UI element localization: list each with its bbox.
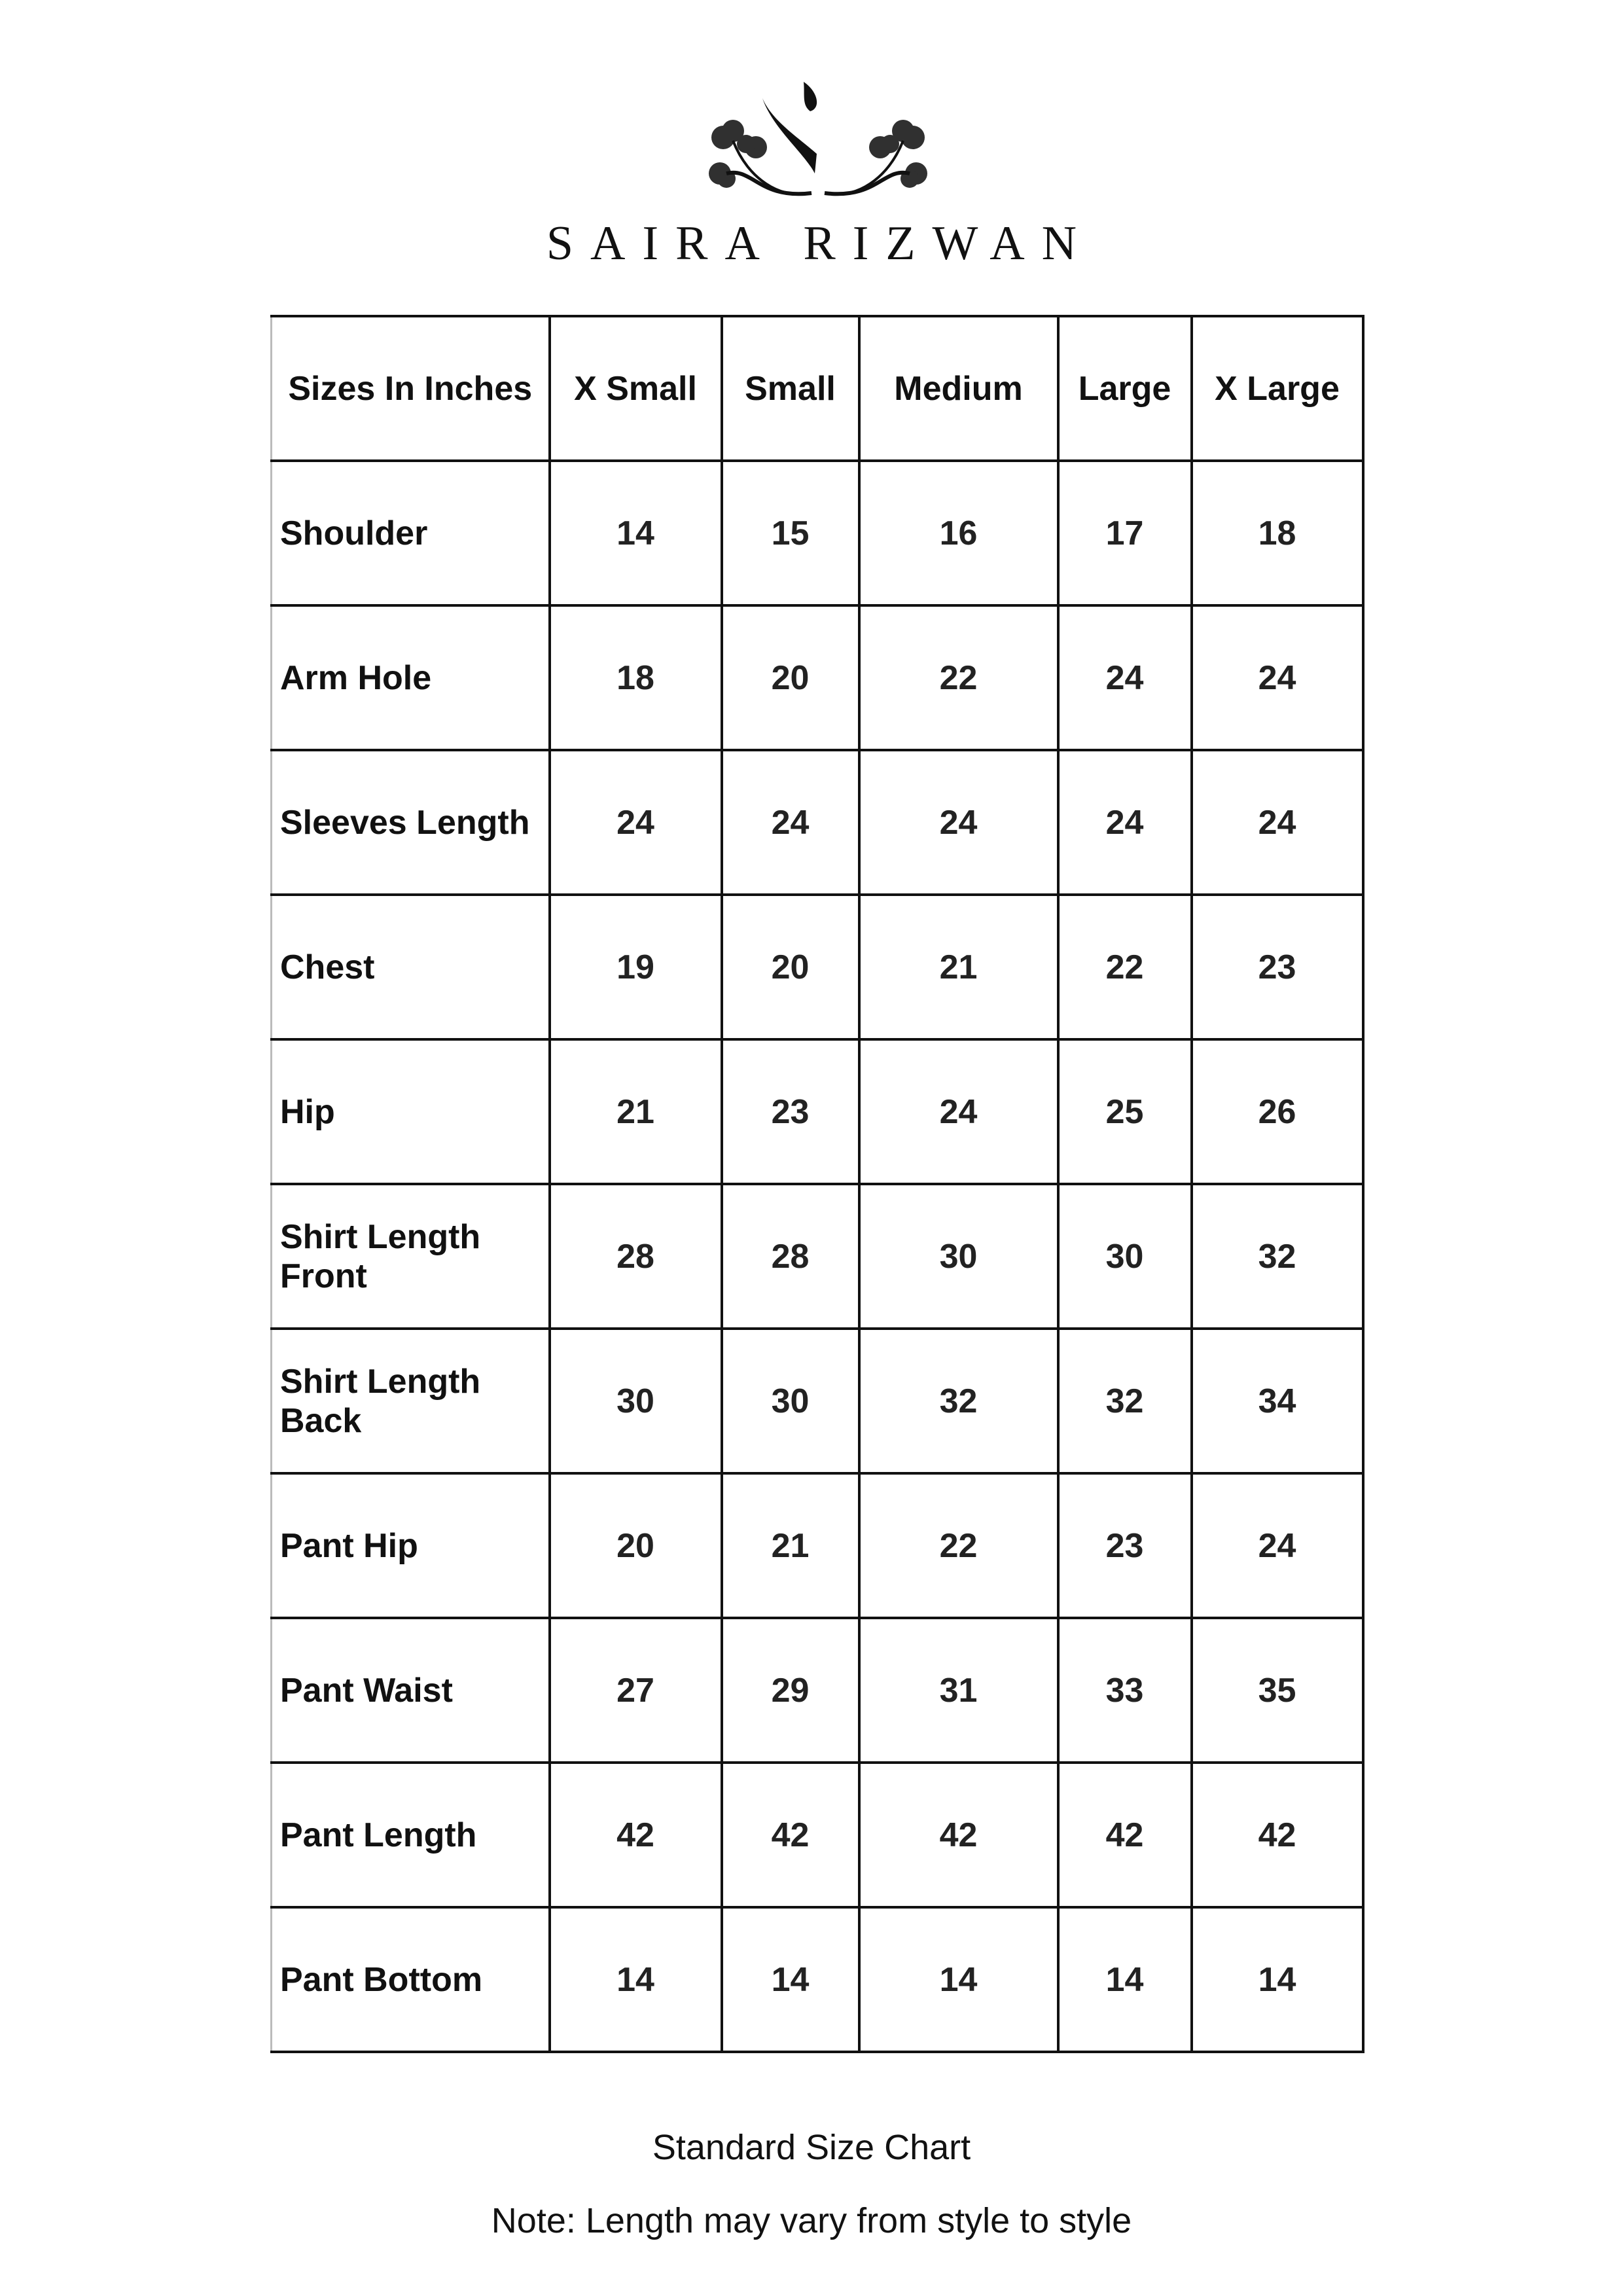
corner-header: Sizes In Inches bbox=[270, 315, 551, 462]
size-value: 25 bbox=[1056, 1038, 1193, 1185]
size-value: 24 bbox=[1056, 749, 1193, 896]
length-note: Note: Length may vary from style to styl… bbox=[491, 2201, 1132, 2240]
size-value: 18 bbox=[1190, 459, 1364, 607]
size-value: 18 bbox=[548, 604, 723, 751]
size-value: 17 bbox=[1056, 459, 1193, 607]
size-value: 14 bbox=[720, 1906, 861, 2053]
size-value: 24 bbox=[857, 1038, 1060, 1185]
size-value: 28 bbox=[548, 1183, 723, 1330]
column-header: Medium bbox=[857, 315, 1060, 462]
size-value: 32 bbox=[1056, 1327, 1193, 1475]
row-label: Shirt Length Back bbox=[270, 1327, 551, 1475]
table-row: Chest 19 20 21 22 23 bbox=[270, 893, 1364, 1041]
size-value: 21 bbox=[720, 1472, 861, 1619]
size-value: 20 bbox=[720, 893, 861, 1041]
row-label: Pant Bottom bbox=[270, 1906, 551, 2053]
size-value: 42 bbox=[1190, 1761, 1364, 1909]
size-value: 31 bbox=[857, 1617, 1060, 1764]
size-value: 22 bbox=[857, 604, 1060, 751]
table-row: Pant Bottom 14 14 14 14 14 bbox=[270, 1906, 1364, 2053]
size-value: 20 bbox=[548, 1472, 723, 1619]
size-value: 14 bbox=[548, 1906, 723, 2053]
size-value: 14 bbox=[857, 1906, 1060, 2053]
brand-name: SAIRA RIZWAN bbox=[546, 217, 1094, 270]
row-label: Sleeves Length bbox=[270, 749, 551, 896]
row-label: Chest bbox=[270, 893, 551, 1041]
size-value: 22 bbox=[857, 1472, 1060, 1619]
size-value: 23 bbox=[1056, 1472, 1193, 1619]
table-row: Hip 21 23 24 25 26 bbox=[270, 1038, 1364, 1185]
size-value: 32 bbox=[857, 1327, 1060, 1475]
column-header: X Small bbox=[548, 315, 723, 462]
size-value: 23 bbox=[1190, 893, 1364, 1041]
size-value: 15 bbox=[720, 459, 861, 607]
size-value: 14 bbox=[1190, 1906, 1364, 2053]
size-value: 33 bbox=[1056, 1617, 1193, 1764]
row-label: Shirt Length Front bbox=[270, 1183, 551, 1330]
size-value: 19 bbox=[548, 893, 723, 1041]
size-value: 42 bbox=[720, 1761, 861, 1909]
table-row: Arm Hole 18 20 22 24 24 bbox=[270, 604, 1364, 751]
size-value: 23 bbox=[720, 1038, 861, 1185]
table-row: Pant Length 42 42 42 42 42 bbox=[270, 1761, 1364, 1909]
brand-logo-icon bbox=[709, 82, 927, 196]
size-value: 34 bbox=[1190, 1327, 1364, 1475]
table-row: Shoulder 14 15 16 17 18 bbox=[270, 459, 1364, 607]
column-header: Large bbox=[1056, 315, 1193, 462]
row-label: Arm Hole bbox=[270, 604, 551, 751]
size-value: 21 bbox=[548, 1038, 723, 1185]
row-label: Pant Hip bbox=[270, 1472, 551, 1619]
size-chart-table: Sizes In Inches X Small Small Medium Lar… bbox=[270, 315, 1364, 2053]
row-label: Shoulder bbox=[270, 459, 551, 607]
size-value: 24 bbox=[548, 749, 723, 896]
table-row: Shirt Length Back 30 30 32 32 34 bbox=[270, 1327, 1364, 1475]
column-header: X Large bbox=[1190, 315, 1364, 462]
column-header: Small bbox=[720, 315, 861, 462]
size-value: 35 bbox=[1190, 1617, 1364, 1764]
chart-caption: Standard Size Chart bbox=[652, 2128, 971, 2167]
size-value: 20 bbox=[720, 604, 861, 751]
table-row: Pant Hip 20 21 22 23 24 bbox=[270, 1472, 1364, 1619]
size-value: 24 bbox=[1190, 1472, 1364, 1619]
size-value: 30 bbox=[720, 1327, 861, 1475]
size-value: 30 bbox=[857, 1183, 1060, 1330]
table-header-row: Sizes In Inches X Small Small Medium Lar… bbox=[270, 315, 1364, 462]
size-value: 24 bbox=[720, 749, 861, 896]
size-value: 42 bbox=[857, 1761, 1060, 1909]
table-row: Shirt Length Front 28 28 30 30 32 bbox=[270, 1183, 1364, 1330]
row-label: Pant Waist bbox=[270, 1617, 551, 1764]
size-value: 27 bbox=[548, 1617, 723, 1764]
size-value: 14 bbox=[1056, 1906, 1193, 2053]
size-value: 24 bbox=[1190, 749, 1364, 896]
size-value: 32 bbox=[1190, 1183, 1364, 1330]
size-value: 24 bbox=[1190, 604, 1364, 751]
row-label: Hip bbox=[270, 1038, 551, 1185]
size-value: 42 bbox=[548, 1761, 723, 1909]
size-value: 24 bbox=[857, 749, 1060, 896]
size-value: 42 bbox=[1056, 1761, 1193, 1909]
row-label: Pant Length bbox=[270, 1761, 551, 1909]
size-value: 29 bbox=[720, 1617, 861, 1764]
size-value: 22 bbox=[1056, 893, 1193, 1041]
size-value: 30 bbox=[548, 1327, 723, 1475]
table-row: Pant Waist 27 29 31 33 35 bbox=[270, 1617, 1364, 1764]
size-value: 28 bbox=[720, 1183, 861, 1330]
size-value: 14 bbox=[548, 459, 723, 607]
table-row: Sleeves Length 24 24 24 24 24 bbox=[270, 749, 1364, 896]
size-value: 26 bbox=[1190, 1038, 1364, 1185]
size-value: 21 bbox=[857, 893, 1060, 1041]
size-value: 16 bbox=[857, 459, 1060, 607]
size-value: 30 bbox=[1056, 1183, 1193, 1330]
size-value: 24 bbox=[1056, 604, 1193, 751]
